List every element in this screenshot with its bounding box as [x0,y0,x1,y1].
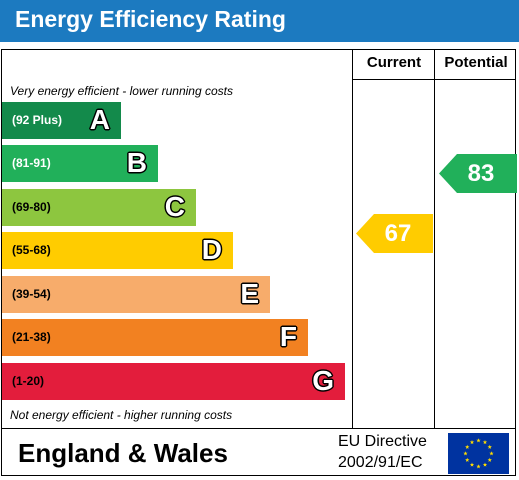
band-range-label: (39-54) [12,287,51,301]
eu-flag-icon [448,433,509,474]
current-column-divider [352,49,353,429]
eu-star-icon [469,439,475,445]
potential-rating-arrow: 83 [439,154,517,193]
band-f: (21-38) F [2,319,308,356]
eu-star-icon [465,444,470,449]
bottom-efficiency-note: Not energy efficient - higher running co… [10,408,233,422]
current-rating-value: 67 [384,220,412,247]
page-title: Energy Efficiency Rating [15,6,286,32]
potential-column-header: Potential [444,54,508,71]
band-letter: A [89,104,110,135]
band-a: (92 Plus) A [2,102,121,139]
band-g: (1-20) G [2,363,345,400]
eu-star-icon [476,464,481,469]
region-label: England & Wales [18,438,228,468]
band-range-label: (81-91) [12,156,51,170]
band-range-label: (1-20) [12,374,45,388]
band-letter: C [164,191,185,222]
directive-line-1: EU Directive [338,433,427,450]
eu-star-icon [487,444,492,449]
band-range-label: (92 Plus) [12,113,63,127]
band-letter: E [240,278,259,309]
band-letter: F [279,321,297,352]
band-e: (39-54) E [2,276,270,313]
potential-rating-value: 83 [467,160,495,187]
band-d: (55-68) D [2,232,233,269]
band-letter: G [312,365,334,396]
band-c: (69-80) C [2,189,196,226]
potential-column-divider [434,49,435,429]
top-efficiency-note: Very energy efficient - lower running co… [10,84,233,98]
header-bar: Energy Efficiency Rating [0,0,519,42]
current-rating-arrow: 67 [356,214,433,253]
current-arrow-shape [356,214,433,253]
potential-arrow-shape [439,154,517,193]
eu-star-icon [476,438,481,443]
eu-star-icon [482,462,488,467]
eu-star-icon [482,439,488,445]
eu-flag-stars [463,438,494,469]
current-column-header: Current [366,54,422,71]
eu-star-icon [489,451,494,456]
band-range-label: (21-38) [12,330,51,344]
footer-divider [1,428,516,429]
band-letter: D [201,234,222,265]
eu-star-icon [469,462,475,467]
band-b: (81-91) B [2,145,158,182]
chart-frame [1,49,516,476]
band-range-label: (69-80) [12,200,51,214]
band-letter: B [126,147,147,178]
eu-star-icon [487,457,492,462]
eu-star-icon [463,451,468,456]
directive-line-2: 2002/91/EC [338,454,423,471]
eu-star-icon [465,457,470,462]
band-range-label: (55-68) [12,243,51,257]
